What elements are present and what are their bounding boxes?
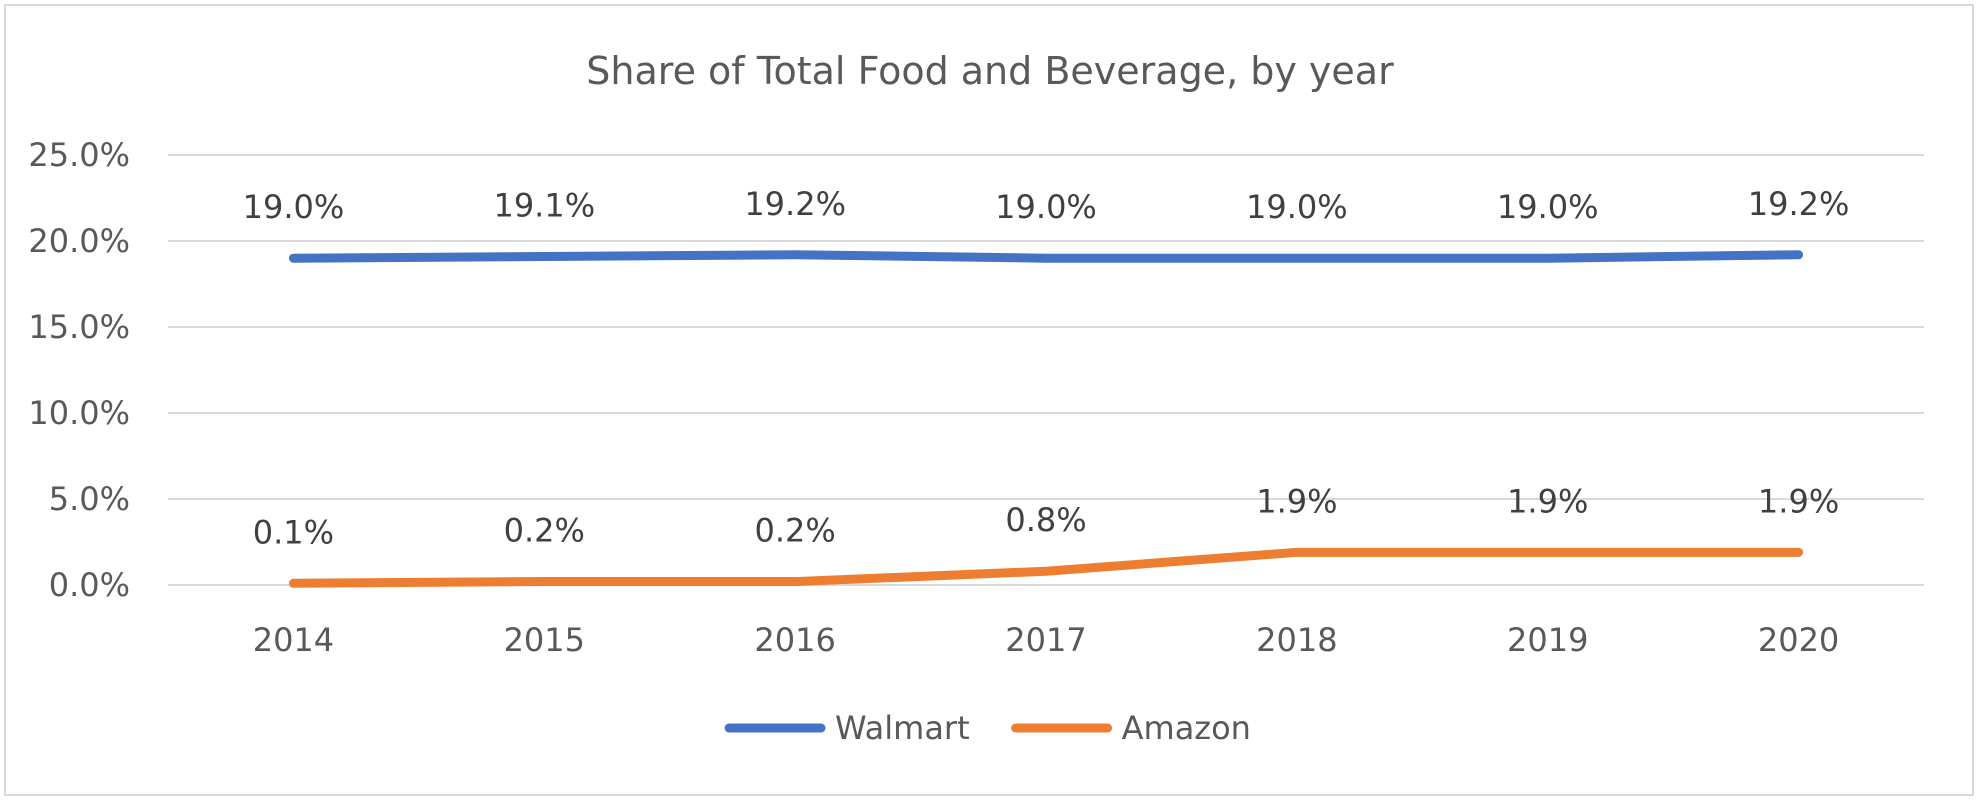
data-label-amazon: 1.9% xyxy=(1256,482,1337,520)
series-line-amazon xyxy=(288,547,1804,588)
y-tick-label: 15.0% xyxy=(28,308,130,346)
x-tick-label: 2015 xyxy=(504,621,585,659)
data-label-walmart: 19.0% xyxy=(995,188,1097,226)
chart-frame xyxy=(4,4,1974,796)
x-tick-label: 2018 xyxy=(1256,621,1337,659)
series-line-walmart xyxy=(288,250,1804,263)
data-labels: 19.0% 19.1% 19.2% 19.0% 19.0% 19.0% 19.2% 0.1% 0… xyxy=(243,185,1850,552)
y-tick-label: 25.0% xyxy=(28,136,130,174)
data-label-walmart: 19.2% xyxy=(744,185,846,223)
x-tick-label: 2016 xyxy=(754,621,835,659)
x-tick-label: 2019 xyxy=(1507,621,1588,659)
data-label-amazon: 0.2% xyxy=(754,512,835,550)
legend: Walmart Amazon xyxy=(724,709,1251,747)
y-tick-label: 0.0% xyxy=(49,566,130,604)
series-lines xyxy=(288,250,1804,588)
data-label-amazon: 0.8% xyxy=(1005,501,1086,539)
y-tick-label: 10.0% xyxy=(28,394,130,432)
x-tick-label: 2017 xyxy=(1005,621,1086,659)
legend-label-walmart: Walmart xyxy=(835,709,970,747)
y-tick-label: 20.0% xyxy=(28,222,130,260)
data-label-amazon: 1.9% xyxy=(1758,482,1839,520)
x-tick-label: 2014 xyxy=(253,621,334,659)
x-tick-label: 2020 xyxy=(1758,621,1839,659)
data-label-walmart: 19.0% xyxy=(1497,188,1599,226)
data-label-walmart: 19.0% xyxy=(243,188,345,226)
chart-title: Share of Total Food and Beverage, by yea… xyxy=(586,49,1394,93)
y-axis-tick-labels: 0.0% 5.0% 10.0% 15.0% 20.0% 25.0% xyxy=(28,136,130,604)
data-label-walmart: 19.2% xyxy=(1748,185,1850,223)
x-axis-tick-labels: 2014 2015 2016 2017 2018 2019 2020 xyxy=(253,621,1840,659)
data-label-walmart: 19.1% xyxy=(493,186,595,224)
data-label-amazon: 0.2% xyxy=(504,512,585,550)
data-label-amazon: 0.1% xyxy=(253,513,334,551)
data-label-amazon: 1.9% xyxy=(1507,482,1588,520)
legend-label-amazon: Amazon xyxy=(1122,709,1251,747)
y-tick-label: 5.0% xyxy=(49,480,130,518)
data-label-walmart: 19.0% xyxy=(1246,188,1348,226)
